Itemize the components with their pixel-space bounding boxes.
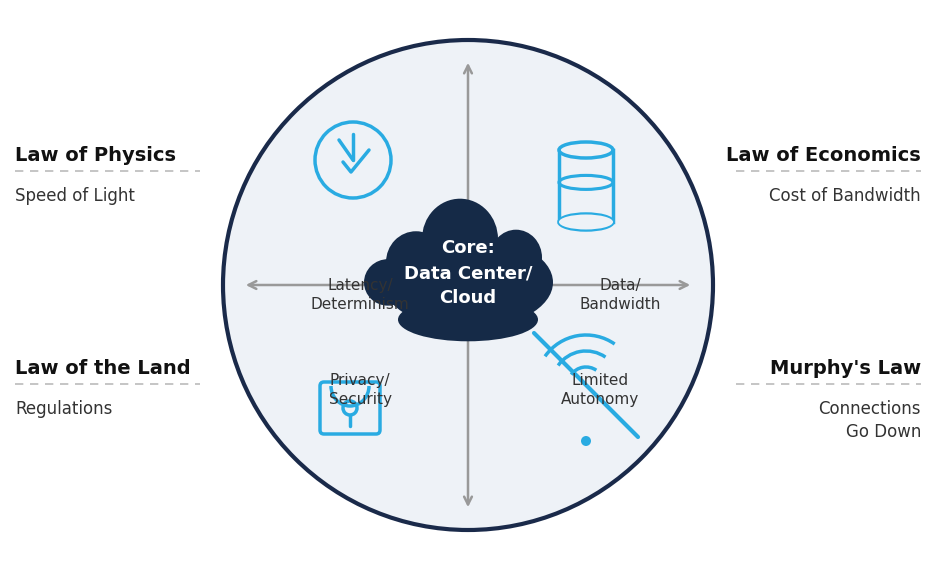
Text: Regulations: Regulations <box>15 400 112 418</box>
Text: Law of Physics: Law of Physics <box>15 146 176 165</box>
Text: Law of the Land: Law of the Land <box>15 359 191 378</box>
Text: Connections
Go Down: Connections Go Down <box>818 400 921 441</box>
Text: Privacy/
Security: Privacy/ Security <box>329 373 391 408</box>
Text: Latency/
Determinism: Latency/ Determinism <box>311 278 409 312</box>
Circle shape <box>223 40 713 530</box>
Text: Law of Economics: Law of Economics <box>726 146 921 165</box>
Ellipse shape <box>364 259 412 306</box>
Ellipse shape <box>490 230 542 286</box>
Ellipse shape <box>422 199 498 279</box>
Ellipse shape <box>386 231 446 293</box>
Text: Data/
Bandwidth: Data/ Bandwidth <box>579 278 661 312</box>
Ellipse shape <box>559 214 613 230</box>
Text: Cost of Bandwidth: Cost of Bandwidth <box>769 187 921 205</box>
Circle shape <box>581 436 591 446</box>
Ellipse shape <box>383 236 553 329</box>
Ellipse shape <box>398 298 538 341</box>
Text: Murphy's Law: Murphy's Law <box>770 359 921 378</box>
Text: Core:
Data Center/
Cloud: Core: Data Center/ Cloud <box>403 239 533 307</box>
Ellipse shape <box>559 214 613 230</box>
Text: Limited
Autonomy: Limited Autonomy <box>561 373 639 408</box>
Text: Speed of Light: Speed of Light <box>15 187 135 205</box>
Ellipse shape <box>559 142 613 158</box>
